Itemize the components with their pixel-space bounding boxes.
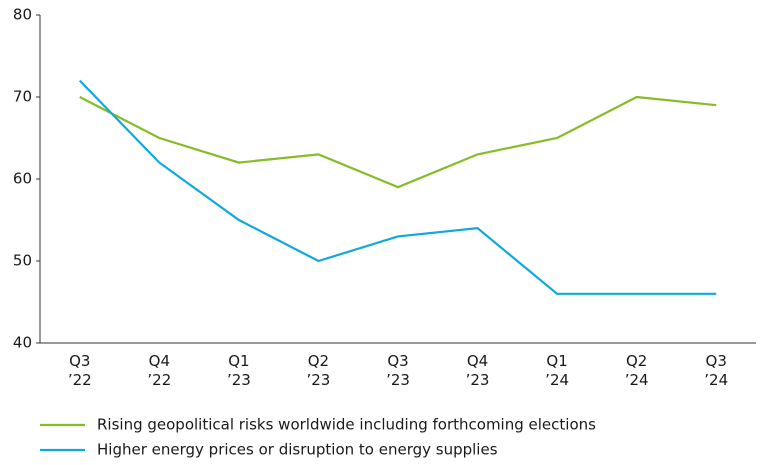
y-tick-label: 40 bbox=[13, 334, 32, 352]
y-tick-label: 60 bbox=[13, 170, 32, 188]
x-tick-label: Q4’23 bbox=[466, 352, 490, 389]
x-tick-label: Q3’22 bbox=[68, 352, 92, 389]
x-tick-label: Q3’24 bbox=[704, 352, 728, 389]
y-tick-label: 70 bbox=[13, 88, 32, 106]
legend-label: Higher energy prices or disruption to en… bbox=[97, 441, 498, 459]
x-tick-label: Q2’24 bbox=[625, 352, 649, 389]
x-tick-label: Q2’23 bbox=[307, 352, 331, 389]
x-tick-label: Q1’23 bbox=[227, 352, 251, 389]
x-tick-label: Q3’23 bbox=[386, 352, 410, 389]
x-tick-label: Q4’22 bbox=[147, 352, 171, 389]
y-tick-label: 50 bbox=[13, 252, 32, 270]
legend-label: Rising geopolitical risks worldwide incl… bbox=[97, 416, 596, 434]
series-line bbox=[78, 79, 717, 295]
y-tick-label: 80 bbox=[13, 6, 32, 24]
x-tick-label: Q1’24 bbox=[545, 352, 569, 389]
series-line bbox=[79, 95, 717, 189]
